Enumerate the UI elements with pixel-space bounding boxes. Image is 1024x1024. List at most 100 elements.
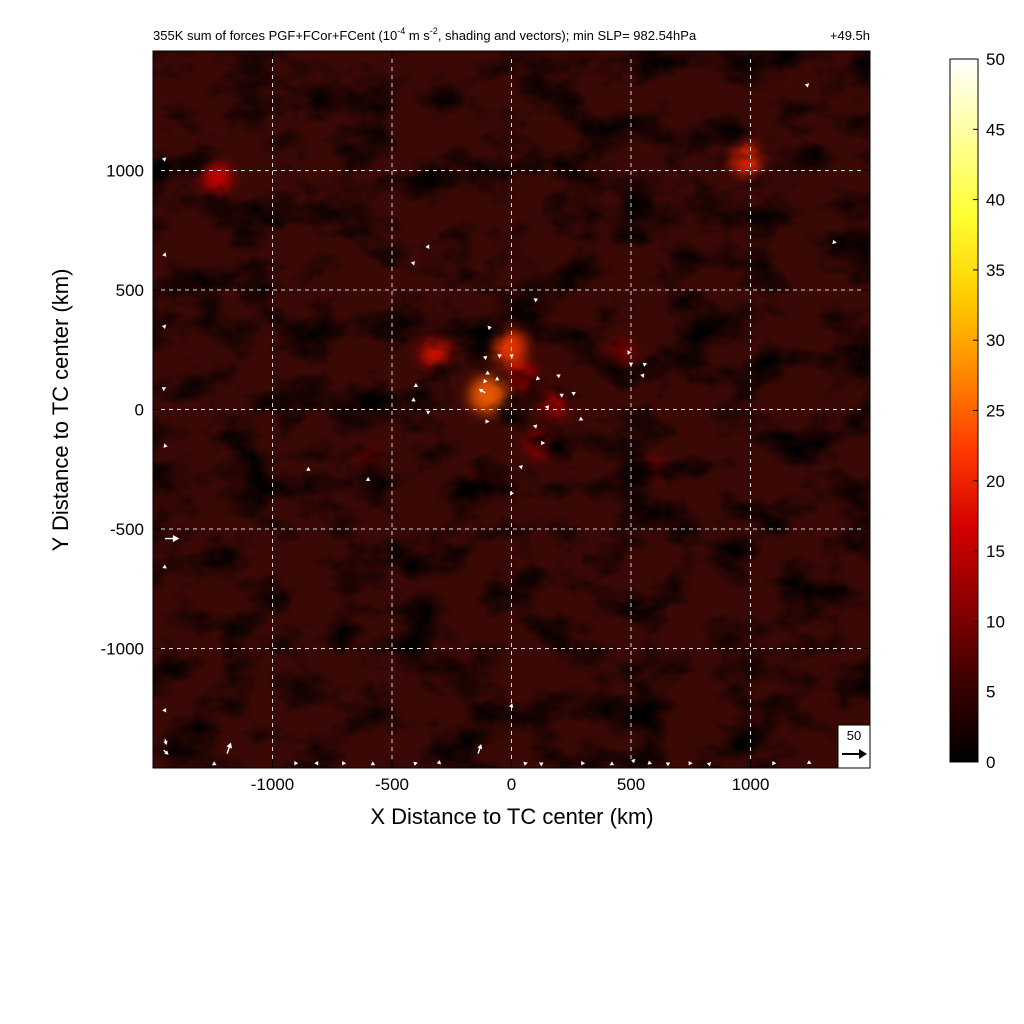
reference-vector-head	[859, 749, 867, 759]
vector-15	[556, 374, 561, 379]
vector-45	[509, 703, 514, 708]
forecast-time-label: +49.5h	[830, 28, 870, 43]
vector-22	[518, 465, 523, 470]
vector-53	[538, 762, 544, 767]
vector-23	[510, 491, 514, 496]
vector-16	[571, 391, 576, 396]
vector-38	[161, 157, 167, 162]
vector-20	[578, 416, 584, 421]
vector-28	[411, 397, 416, 402]
vector-47	[314, 761, 319, 766]
vector-42	[163, 443, 168, 448]
vector-51	[436, 760, 442, 765]
colorbar-tick-label-10: 50	[986, 50, 1005, 69]
vector-41	[161, 387, 167, 392]
vector-1	[226, 742, 232, 754]
vector-63	[804, 83, 810, 88]
vector-59	[688, 761, 693, 766]
vector-8	[497, 354, 502, 359]
vector-26	[410, 261, 415, 266]
vector-39	[162, 252, 167, 257]
y-tick-label-3: 500	[116, 281, 144, 300]
vector-12	[485, 370, 490, 375]
vector-40	[161, 324, 167, 329]
vector-27	[413, 383, 419, 388]
vector-60	[706, 761, 712, 767]
vector-54	[581, 761, 586, 766]
colorbar-tick-label-7: 35	[986, 261, 1005, 280]
vector-2	[477, 744, 483, 754]
vector-46	[294, 761, 299, 766]
vector-48	[342, 761, 347, 766]
vector-9	[509, 354, 514, 359]
vector-57	[647, 760, 653, 765]
vector-33	[642, 362, 648, 367]
colorbar-tick-label-2: 10	[986, 612, 1005, 631]
y-axis-ticks: -1000 -500 0 500 1000	[101, 162, 870, 659]
reference-vector-label: 50	[847, 728, 861, 743]
vector-5	[212, 761, 217, 766]
x-tick-label-0: -1000	[251, 775, 294, 794]
colorbar-tick-label-9: 45	[986, 120, 1005, 139]
vector-43	[162, 564, 167, 569]
vector-62	[806, 760, 812, 765]
vector-4	[163, 739, 168, 746]
vector-49	[370, 761, 376, 766]
vector-6	[478, 388, 486, 394]
x-tick-label-4: 1000	[732, 775, 770, 794]
y-tick-label-1: -500	[110, 520, 144, 539]
reference-vector-key: 50	[837, 724, 871, 769]
colorbar-tick-label-1: 5	[986, 683, 995, 702]
vector-61	[772, 761, 777, 766]
vector-19	[532, 424, 538, 429]
y-tick-label-2: 0	[135, 401, 144, 420]
vector-18	[544, 405, 550, 410]
vector-30	[485, 419, 490, 424]
x-tick-label-2: 0	[507, 775, 516, 794]
y-tick-label-4: 1000	[106, 162, 144, 181]
vector-52	[523, 761, 528, 766]
colorbar-tick-label-6: 30	[986, 331, 1005, 350]
vector-7	[494, 376, 500, 381]
filament-texture	[153, 51, 870, 768]
plot-area	[153, 51, 870, 768]
colorbar-tick-label-0: 0	[986, 753, 995, 772]
vector-13	[483, 378, 488, 384]
x-tick-label-1: -500	[375, 775, 409, 794]
vector-55	[609, 761, 615, 766]
vector-31	[627, 350, 632, 355]
y-tick-label-0: -1000	[101, 640, 144, 659]
vector-25	[425, 244, 430, 249]
vector-34	[640, 373, 645, 378]
colorbar: 0 5 10 15 20 25 30 35 40 45 50	[949, 50, 1005, 772]
vector-35	[832, 239, 837, 245]
vector-50	[413, 761, 418, 766]
colorbar-ticks: 0 5 10 15 20 25 30 35 40 45 50	[973, 50, 1005, 772]
vector-layer	[161, 83, 837, 767]
vector-10	[487, 325, 492, 331]
vector-32	[628, 362, 634, 367]
vector-37	[365, 476, 371, 481]
vector-21	[541, 440, 546, 446]
colorbar-tick-label-3: 15	[986, 542, 1005, 561]
vector-0	[164, 534, 180, 543]
vector-56	[630, 758, 636, 764]
vector-44	[162, 708, 167, 713]
vector-11	[482, 355, 488, 361]
vector-3	[163, 749, 169, 755]
vector-17	[559, 393, 564, 398]
reference-vector-box	[837, 724, 871, 769]
vector-58	[665, 762, 671, 767]
x-axis-ticks: -1000 -500 0 500 1000	[251, 51, 770, 794]
vector-24	[533, 298, 539, 303]
colorbar-tick-label-8: 40	[986, 191, 1005, 210]
x-axis-label: X Distance to TC center (km)	[370, 804, 653, 829]
vector-29	[425, 410, 431, 415]
chart-title: 355K sum of forces PGF+FCor+FCent (10-4 …	[153, 26, 697, 43]
y-axis-label: Y Distance to TC center (km)	[48, 269, 73, 552]
x-tick-label-3: 500	[617, 775, 645, 794]
vector-36	[306, 466, 311, 471]
colorbar-tick-label-5: 25	[986, 402, 1005, 421]
vector-14	[535, 375, 541, 381]
